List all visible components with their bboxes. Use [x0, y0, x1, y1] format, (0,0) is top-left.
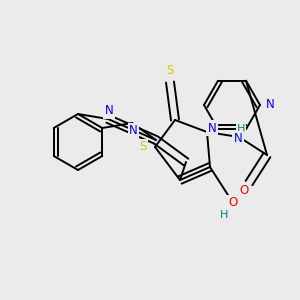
Text: N: N: [105, 104, 113, 118]
Text: H: H: [220, 210, 228, 220]
Text: O: O: [239, 184, 249, 197]
Text: S: S: [166, 64, 174, 76]
Text: S: S: [139, 140, 147, 154]
Text: N: N: [266, 98, 274, 112]
Text: N: N: [208, 122, 216, 134]
Text: O: O: [228, 196, 238, 209]
Text: N: N: [234, 133, 242, 146]
Text: N: N: [129, 124, 138, 137]
Text: H: H: [237, 124, 245, 134]
